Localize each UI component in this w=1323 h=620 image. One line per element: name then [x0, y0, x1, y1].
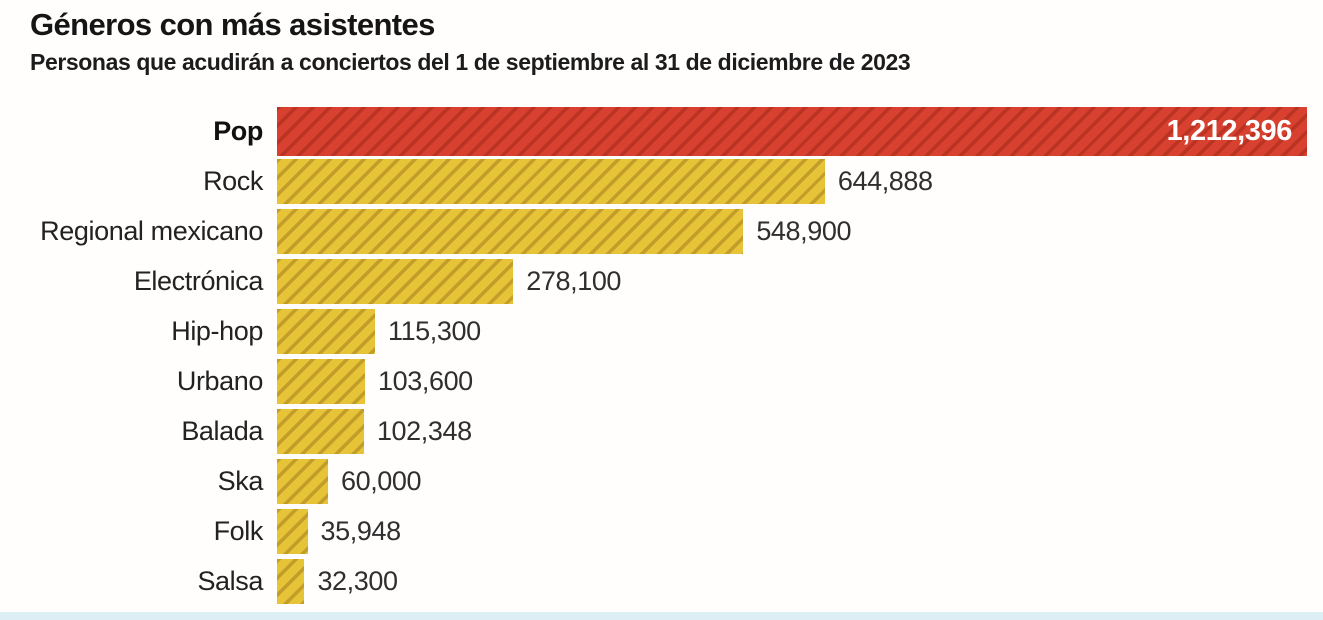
value-label-outside: 60,000: [340, 465, 422, 496]
bar-area: 35,948: [277, 506, 1307, 556]
chart-bar-row: Electrónica 278,100: [0, 256, 1307, 306]
category-label: Regional mexicano: [40, 215, 263, 246]
bar-area: 103,600: [277, 356, 1307, 406]
bar-area: 644,888: [277, 156, 1307, 206]
bar: [277, 258, 514, 304]
bar-area: 278,100: [277, 256, 1307, 306]
value-label-outside: 548,900: [756, 215, 852, 246]
bar: [277, 558, 305, 604]
chart-bar-row: Salsa 32,300: [0, 556, 1307, 606]
bar: [277, 308, 375, 354]
bar: [277, 158, 825, 204]
chart-header: Géneros con más asistentes Personas que …: [30, 6, 1310, 76]
value-label-outside: 278,100: [526, 265, 622, 296]
value-label-inside: 1,212,396: [1166, 114, 1293, 147]
value-label-outside: 644,888: [837, 165, 933, 196]
bar: 1,212,396: [277, 106, 1307, 156]
chart-bar-row: Urbano 103,600: [0, 356, 1307, 406]
bar-area: 1,212,396: [277, 106, 1307, 156]
category-label: Folk: [213, 515, 264, 546]
chart-bar-row: Regional mexicano 548,900: [0, 206, 1307, 256]
bar-area: 60,000: [277, 456, 1307, 506]
chart-bar-row: Folk 35,948: [0, 506, 1307, 556]
category-label: Ska: [217, 465, 264, 496]
chart-bar-row: Ska 60,000: [0, 456, 1307, 506]
bar: [277, 458, 328, 504]
chart-bar-row: Balada 102,348: [0, 406, 1307, 456]
bar-area: 102,348: [277, 406, 1307, 456]
chart-bar-row: Pop 1,212,396: [0, 106, 1307, 156]
category-label: Urbano: [176, 365, 264, 396]
category-label: Pop: [213, 115, 263, 146]
bar: [277, 408, 364, 454]
value-label-outside: 115,300: [387, 315, 481, 346]
chart-bar-row: Rock 644,888: [0, 156, 1307, 206]
chart-subtitle: Personas que acudirán a conciertos del 1…: [30, 49, 911, 75]
value-label-outside: 103,600: [378, 365, 473, 396]
bar-area: 548,900: [277, 206, 1307, 256]
value-label-outside: 32,300: [317, 565, 398, 596]
bar: [277, 208, 744, 254]
footer-strip: [0, 612, 1323, 620]
chart-bar-row: Hip-hop 115,300: [0, 306, 1307, 356]
bar-area: 32,300: [277, 556, 1307, 606]
category-label: Balada: [181, 415, 263, 446]
bar-area: 115,300: [277, 306, 1307, 356]
value-label-outside: 102,348: [376, 415, 472, 446]
bar: [277, 358, 365, 404]
category-label: Hip-hop: [171, 315, 263, 346]
bar: [277, 508, 308, 554]
category-label: Rock: [203, 165, 263, 196]
category-label: Salsa: [197, 565, 263, 596]
value-label-outside: 35,948: [320, 515, 402, 546]
category-label: Electrónica: [133, 265, 264, 296]
chart-title: Géneros con más asistentes: [30, 7, 435, 42]
bar-rows: Pop 1,212,396 Rock 644,888 Regional mexi…: [0, 106, 1307, 606]
